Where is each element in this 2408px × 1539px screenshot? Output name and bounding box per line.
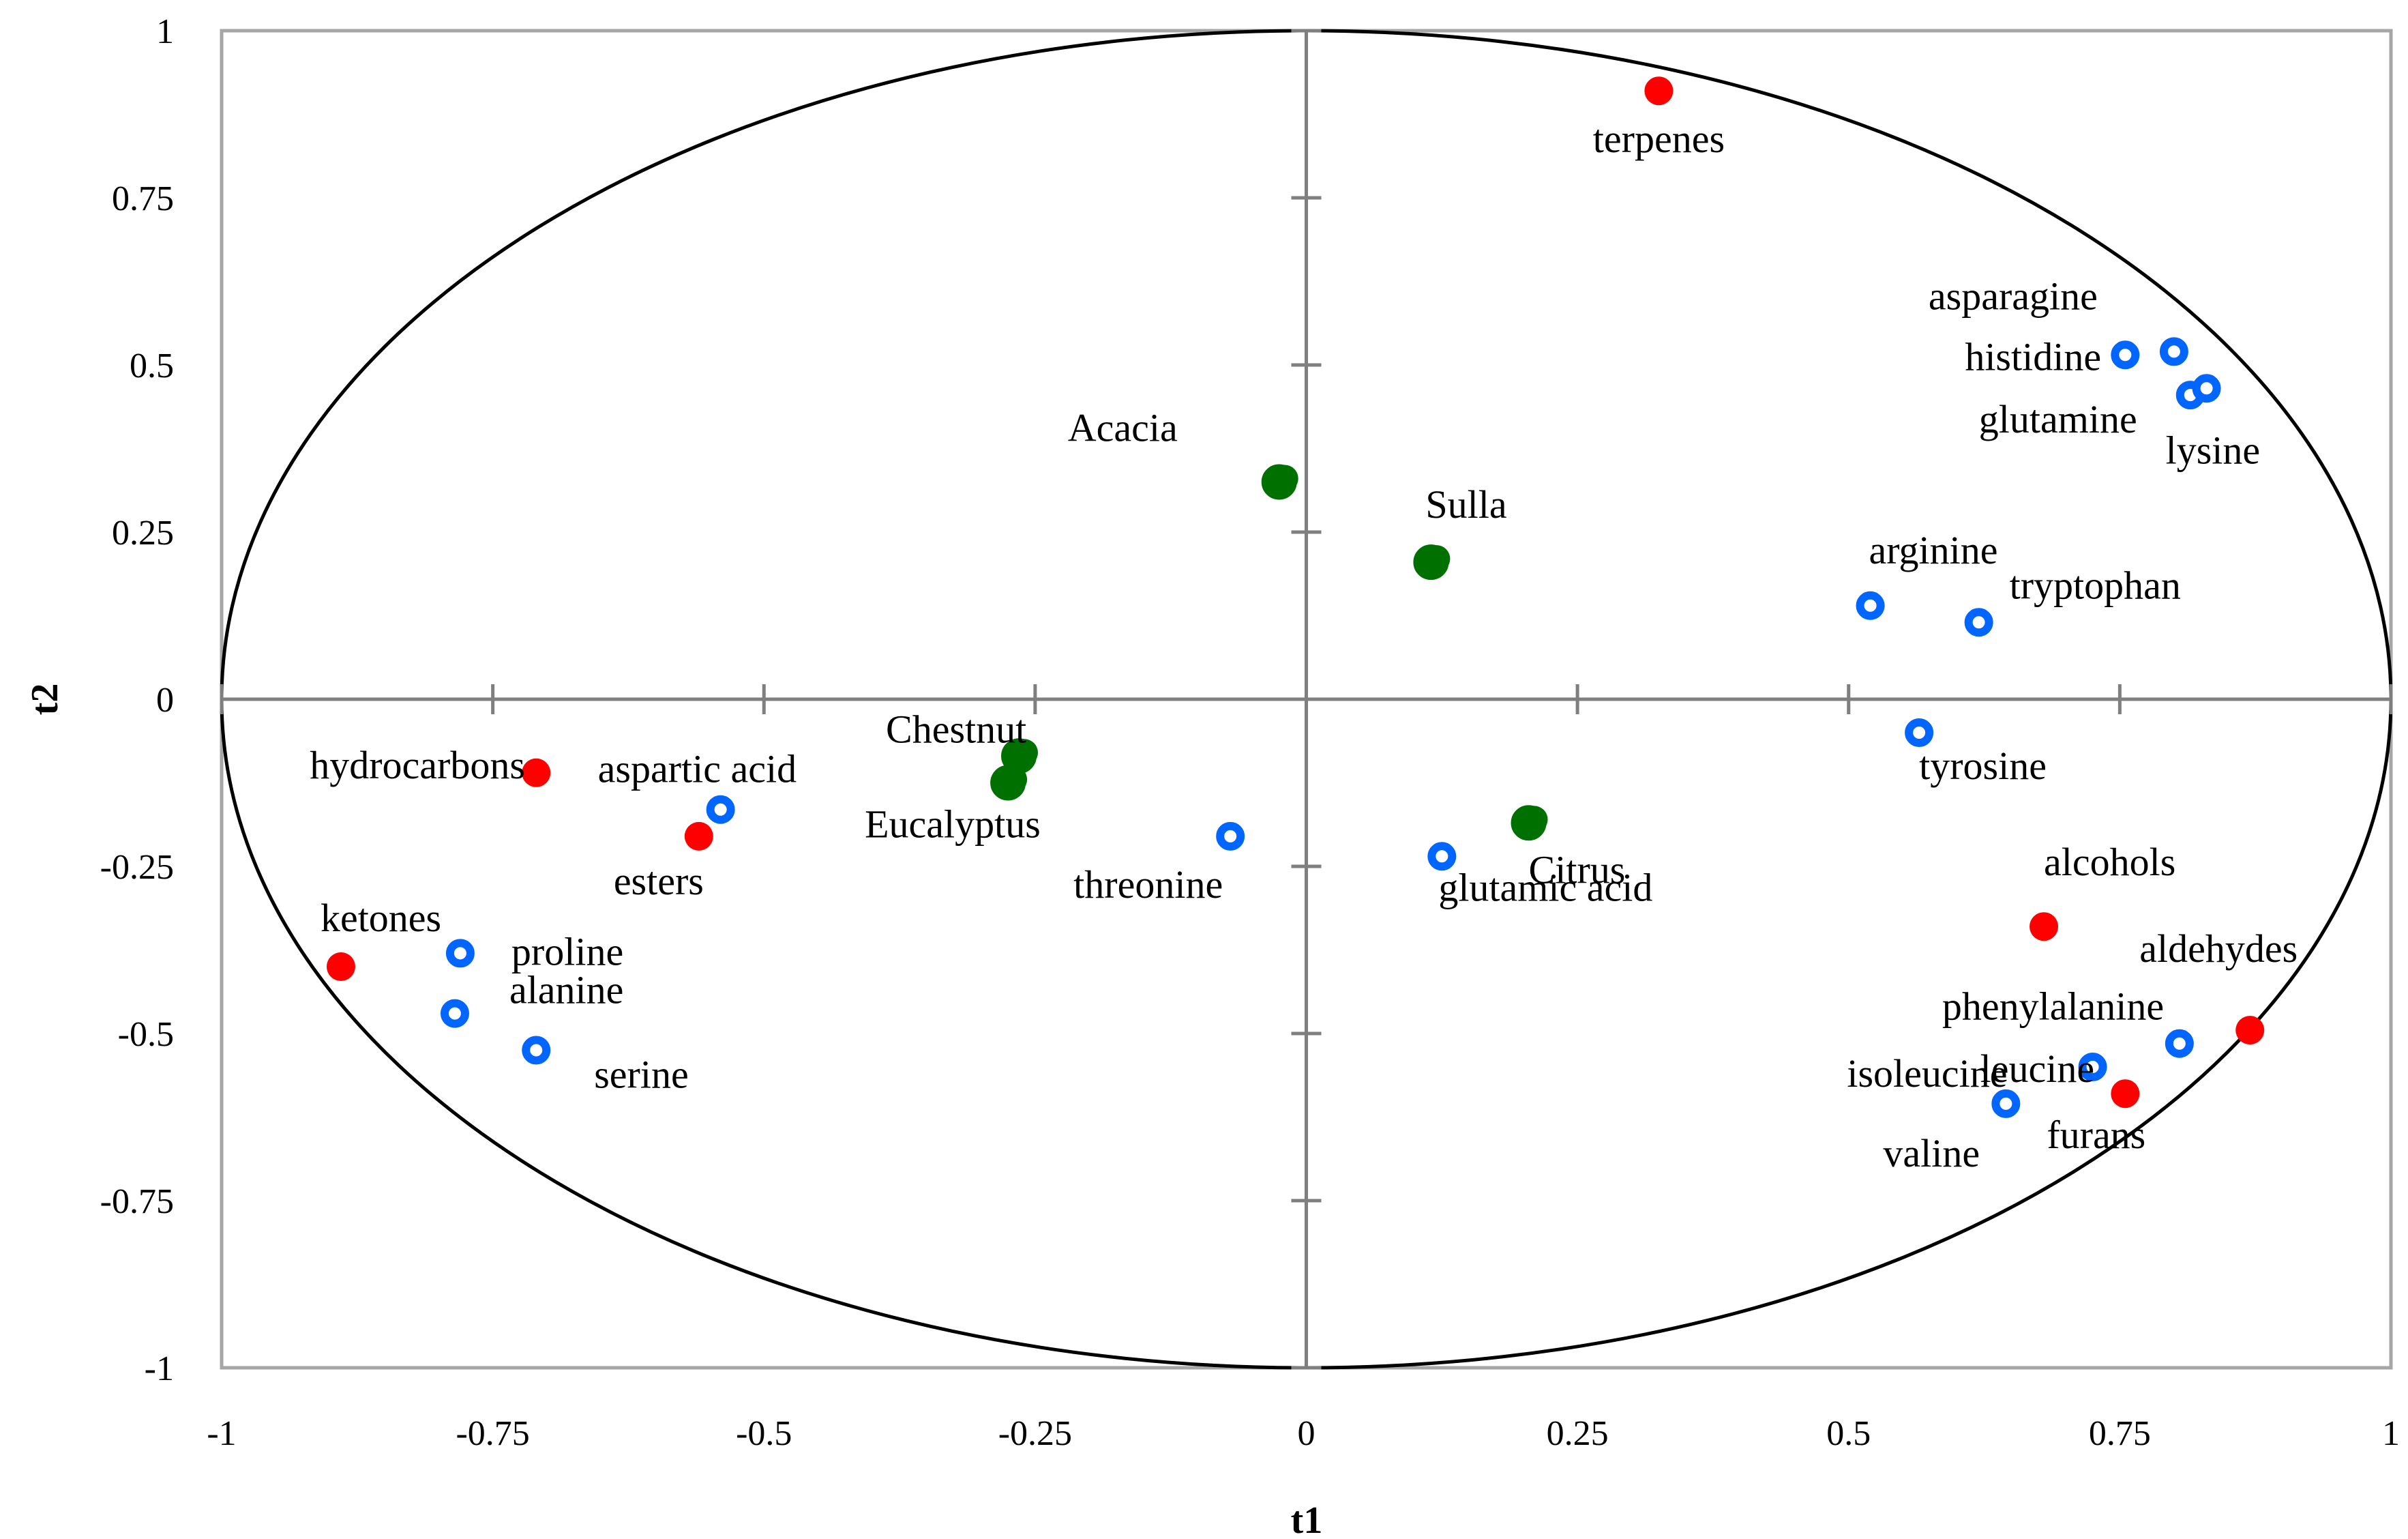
- label-arginine: arginine: [1869, 528, 1998, 572]
- label-threonine: threonine: [1073, 862, 1223, 907]
- x-tick-label: 0.75: [2089, 1414, 2151, 1453]
- y-tick-label: -0.25: [100, 848, 174, 887]
- point-glutamic-acid: [1427, 842, 1457, 871]
- label-aspartic-acid: aspartic acid: [598, 747, 797, 791]
- label-tryptophan: tryptophan: [2010, 563, 2181, 607]
- x-tick-label: 0.25: [1547, 1414, 1609, 1453]
- point-terpenes: [1644, 76, 1674, 106]
- point-histidine: [2111, 340, 2140, 370]
- point-esters: [684, 821, 713, 851]
- label-aldehydes: aldehydes: [2139, 926, 2298, 971]
- point-alcohols: [2030, 912, 2059, 941]
- label-isoleucine: isoleucine: [1847, 1051, 2007, 1096]
- x-tick-label: -0.5: [736, 1414, 792, 1453]
- point-asparagine: [2159, 337, 2188, 366]
- point-sulla-replicate: [1423, 545, 1451, 573]
- x-tick-label: -0.75: [456, 1414, 529, 1453]
- y-tick-label: 1: [156, 12, 174, 51]
- point-threonine: [1216, 821, 1245, 851]
- label-esters: esters: [614, 859, 704, 903]
- point-lysine: [2192, 374, 2221, 403]
- point-hydrocarbons: [522, 758, 551, 787]
- label-hydrocarbons: hydrocarbons: [310, 743, 525, 787]
- label-glutamic-acid: glutamic acid: [1438, 865, 1652, 909]
- label-alanine: alanine: [509, 968, 623, 1012]
- y-axis-title: t2: [24, 684, 66, 716]
- label-serine: serine: [594, 1053, 689, 1097]
- x-tick-label: -1: [207, 1414, 236, 1453]
- point-isoleucine: [1991, 1089, 2021, 1118]
- y-tick-label: -0.75: [100, 1182, 174, 1221]
- label-glutamine: glutamine: [1979, 397, 2137, 441]
- point-ketones: [326, 952, 355, 981]
- label-histidine: histidine: [1965, 334, 2101, 379]
- label-lysine: lysine: [2166, 428, 2261, 472]
- x-tick-label: -0.25: [998, 1414, 1072, 1453]
- label-terpenes: terpenes: [1593, 117, 1725, 161]
- x-axis-title: t1: [1291, 1499, 1323, 1539]
- y-tick-label: -0.5: [118, 1015, 174, 1054]
- y-tick-label: 0: [156, 681, 174, 720]
- point-aldehydes: [2235, 1016, 2265, 1045]
- label-proline: proline: [511, 929, 623, 973]
- point-citrus-replicate: [1520, 806, 1548, 834]
- label-valine: valine: [1883, 1131, 1980, 1175]
- point-furans: [2111, 1079, 2140, 1109]
- label-leucine: leucine: [1980, 1046, 2094, 1091]
- y-tick-label: 0.5: [130, 347, 174, 385]
- y-tick-label: -1: [145, 1349, 174, 1388]
- label-furans: furans: [2047, 1113, 2145, 1157]
- point-chestnut-replicate: [1011, 739, 1039, 767]
- point-alanine: [440, 999, 469, 1028]
- point-arginine: [1856, 591, 1885, 620]
- x-tick-label: 1: [2382, 1414, 2400, 1453]
- label-acacia: Acacia: [1068, 406, 1178, 450]
- point-tryptophan: [1964, 608, 1993, 637]
- label-ketones: ketones: [321, 896, 441, 940]
- point-tyrosine: [1905, 718, 1934, 747]
- y-tick-label: 0.75: [112, 179, 174, 218]
- point-serine: [522, 1036, 551, 1065]
- point-aspartic-acid: [706, 795, 735, 824]
- point-eucalyptus-replicate: [1000, 765, 1028, 793]
- point-phenylalanine: [2165, 1029, 2194, 1058]
- label-alcohols: alcohols: [2044, 840, 2175, 884]
- label-chestnut: Chestnut: [886, 707, 1026, 751]
- label-asparagine: asparagine: [1929, 274, 2098, 318]
- point-acacia-replicate: [1270, 465, 1298, 493]
- point-proline: [445, 939, 475, 968]
- x-tick-label: 0.5: [1826, 1414, 1871, 1453]
- label-citrus: Citrus: [1529, 847, 1626, 892]
- label-tyrosine: tyrosine: [1919, 744, 2047, 788]
- point-leucine: [2078, 1053, 2107, 1081]
- y-tick-label: 0.25: [112, 514, 174, 553]
- label-sulla: Sulla: [1425, 482, 1506, 527]
- x-tick-label: 0: [1298, 1414, 1316, 1453]
- label-phenylalanine: phenylalanine: [1942, 984, 2164, 1029]
- label-eucalyptus: Eucalyptus: [865, 802, 1041, 847]
